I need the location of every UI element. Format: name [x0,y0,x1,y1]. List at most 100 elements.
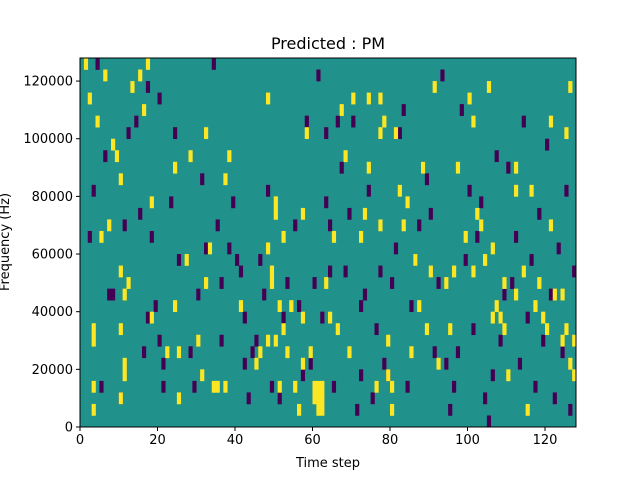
heatmap-cell-high [560,334,565,347]
heatmap-cell-low [417,219,422,232]
heatmap-cell-high [331,230,337,243]
heatmap-cell-high [312,380,317,393]
heatmap-cell-high [122,369,127,382]
heatmap-cell-low [498,334,503,347]
heatmap-cell-low [486,415,492,428]
heatmap-cell-low [452,380,457,393]
heatmap-cell-low [320,311,325,324]
heatmap-cell-high [204,127,209,140]
heatmap-cell-low [157,92,162,105]
heatmap-cell-low [506,161,511,174]
heatmap-cell-low [126,127,131,140]
heatmap-cell-high [537,277,542,289]
heatmap-cell-low [390,277,395,289]
y-tick-label: 100000 [23,132,73,147]
heatmap-cell-high [176,346,182,359]
heatmap-cell-high [374,380,379,393]
heatmap-cell-high [552,288,557,301]
heatmap-cell-high [529,184,534,197]
heatmap-cell-high [173,161,178,174]
heatmap-cell-low [312,277,317,289]
heatmap-cell-low [494,150,499,163]
heatmap-cell-high [204,277,209,289]
heatmap-cell-high [390,403,395,416]
heatmap-cell-low [134,115,139,128]
heatmap-cell-high [405,196,410,209]
heatmap-cell-low [242,311,247,324]
heatmap-cell-low [428,207,433,220]
heatmap-cell-low [359,369,364,382]
heatmap-cell-high [378,219,383,232]
heatmap-cell-low [347,207,352,220]
heatmap-cell-low [250,346,255,359]
heatmap-cell-high [401,219,406,232]
x-tick-label: 60 [304,433,321,448]
heatmap-cell-low [304,115,309,128]
heatmap-cell-low [145,311,151,324]
heatmap-cell-high [281,230,286,243]
heatmap-cell-high [91,323,96,336]
heatmap-cell-low [246,392,251,405]
x-tick-label: 40 [227,433,244,448]
heatmap-cell-high [436,357,441,370]
heatmap-cell-high [277,380,282,393]
heatmap-cell-high [196,334,201,347]
heatmap-cell-high [568,81,573,93]
heatmap-cell-high [386,334,391,347]
heatmap-cell-low [529,254,534,266]
heatmap-cell-low [219,277,224,289]
heatmap-cell-high [494,300,499,312]
heatmap-cell-high [424,323,430,336]
heatmap-cell-low [238,265,244,278]
x-tick-label: 20 [149,433,166,448]
heatmap-cell-high [378,127,383,140]
heatmap-cell-high [304,127,309,140]
heatmap-cell-high [463,230,468,243]
heatmap-cell-high [142,104,147,116]
heatmap-cell-low [440,69,445,82]
x-axis-title: Time step [295,456,360,471]
heatmap-cell-high [130,81,135,93]
heatmap-cell-low [111,288,116,301]
heatmap-cell-low [149,230,154,243]
heatmap-cell-low [99,380,104,393]
heatmap-cell-high [149,311,154,324]
heatmap-cell-high [572,369,577,382]
heatmap-cell-low [204,242,209,255]
heatmap-cell-low [432,346,437,359]
heatmap-cell-low [192,380,197,393]
heatmap-cell-low [157,334,162,347]
heatmap-cell-low [215,219,220,232]
heatmap-cell-high [514,184,519,197]
heatmap-cell-high [514,288,519,301]
plot-background [80,58,576,427]
heatmap-cell-low [161,380,166,393]
heatmap-cell-low [463,254,468,266]
heatmap-cell-low [231,196,236,209]
heatmap-cell-low [254,334,259,347]
heatmap-cell-low [122,219,127,232]
heatmap-cell-low [277,392,282,405]
heatmap-cell-high [545,323,550,336]
heatmap-cell-high [95,115,100,128]
heatmap-cell-high [211,380,216,393]
heatmap-cell-high [277,300,282,312]
heatmap-cell-low [405,380,410,393]
heatmap-cell-high [269,265,275,278]
heatmap-cell-low [541,334,546,347]
y-tick-label: 20000 [32,363,73,378]
heatmap-cell-high [432,81,437,93]
heatmap-cell-high [413,254,418,266]
heatmap-cell-low [475,230,480,243]
heatmap-cell-high [502,277,507,289]
heatmap-cell-high [393,127,399,140]
heatmap-cell-low [196,288,201,301]
y-tick-label: 40000 [32,305,73,320]
heatmap-cell-high [421,161,426,174]
y-axis-title: Frequency (Hz) [0,193,13,291]
heatmap-cell-high [312,392,317,405]
heatmap-cell-high [475,207,480,220]
heatmap-cell-high [471,265,476,278]
heatmap-cells [83,58,577,428]
heatmap-cell-low [324,196,329,209]
